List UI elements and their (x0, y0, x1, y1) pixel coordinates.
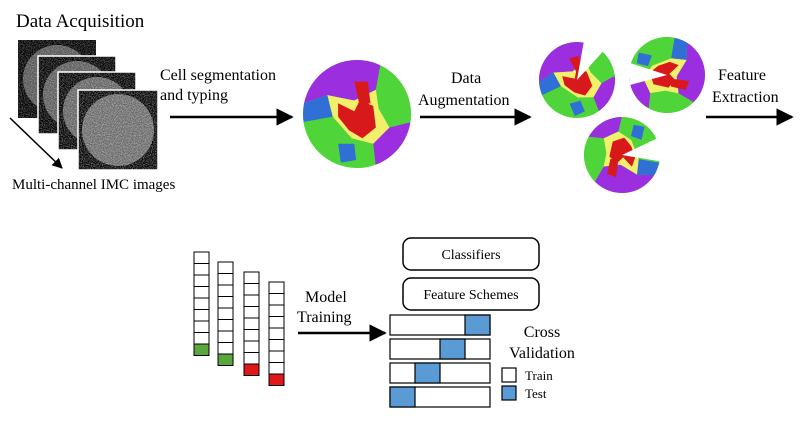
feature-cell (268, 350, 285, 363)
feature-cell (268, 362, 285, 375)
feature-cell (268, 304, 285, 317)
feature-vectors (193, 251, 285, 386)
feature-cell (243, 352, 260, 365)
feature-cell (243, 306, 260, 319)
imc-images-caption: Multi-channel IMC images (12, 177, 175, 193)
feature-cell (193, 251, 210, 264)
imc-image-stack-icon (18, 40, 159, 171)
feature-vector (268, 281, 285, 386)
feature-cell (268, 339, 285, 352)
class-label-cell (243, 363, 260, 376)
feature-cell (268, 281, 285, 294)
feature-cell (243, 271, 260, 284)
cv-fold (389, 386, 491, 408)
augmented-disc-icon (618, 26, 716, 124)
class-label-cell (193, 343, 210, 356)
feature-cell (243, 283, 260, 296)
legend-train-label: Train (525, 368, 553, 383)
feature-cell (193, 320, 210, 333)
classifiers-label: Classifiers (441, 248, 500, 263)
feature-vector (217, 261, 234, 366)
feature-cell (193, 286, 210, 299)
model-training-label-line1: Model (305, 289, 347, 306)
test-segment (389, 386, 416, 408)
test-segment (439, 338, 466, 360)
feature-extraction-label-line2: Extraction (712, 89, 779, 106)
legend-test-swatch (501, 385, 517, 401)
feature-cell (217, 307, 234, 320)
cross-validation-label-line2: Validation (509, 345, 575, 362)
augmentation-label-line1: Data (451, 70, 481, 87)
stack-depth-arrow (9, 117, 63, 169)
data-acquisition-title: Data Acquisition (16, 11, 145, 32)
feature-cell (217, 319, 234, 332)
feature-vector (193, 251, 210, 356)
class-label-cell (217, 353, 234, 366)
segmentation-label-line2: and typing (160, 87, 228, 104)
test-segment (464, 314, 491, 336)
classifiers-box (402, 237, 540, 271)
feature-cell (243, 329, 260, 342)
feature-cell (243, 294, 260, 307)
feature-cell (268, 316, 285, 329)
augmented-disc-icon (573, 106, 671, 204)
legend-test-label: Test (525, 386, 547, 401)
feature-cell (217, 342, 234, 355)
cv-fold (389, 338, 491, 360)
feature-cell (217, 273, 234, 286)
augmented-disc-icon (530, 33, 624, 127)
cross-validation-folds (389, 314, 491, 408)
feature-cell (193, 263, 210, 276)
feature-cell (268, 327, 285, 340)
feature-cell (243, 317, 260, 330)
class-label-cell (268, 373, 285, 386)
feature-schemes-box (402, 277, 540, 311)
feature-vector (243, 271, 260, 376)
cross-validation-label-line1: Cross (524, 324, 560, 341)
segmentation-label-line1: Cell segmentation (160, 67, 276, 84)
feature-cell (193, 274, 210, 287)
cv-fold (389, 362, 491, 384)
feature-cell (217, 261, 234, 274)
feature-extraction-label-line1: Feature (718, 67, 766, 84)
segmented-tissue-disc-icon (303, 60, 411, 168)
cv-fold (389, 314, 491, 336)
feature-cell (243, 340, 260, 353)
feature-cell (193, 332, 210, 345)
feature-cell (217, 330, 234, 343)
feature-cell (193, 297, 210, 310)
model-training-label-line2: Training (297, 309, 352, 326)
feature-cell (193, 309, 210, 322)
feature-schemes-label: Feature Schemes (423, 288, 518, 303)
test-segment (414, 362, 441, 384)
feature-cell (217, 284, 234, 297)
feature-cell (217, 296, 234, 309)
feature-cell (268, 293, 285, 306)
legend-train-swatch (501, 367, 517, 383)
augmentation-label-line2: Augmentation (418, 92, 510, 109)
